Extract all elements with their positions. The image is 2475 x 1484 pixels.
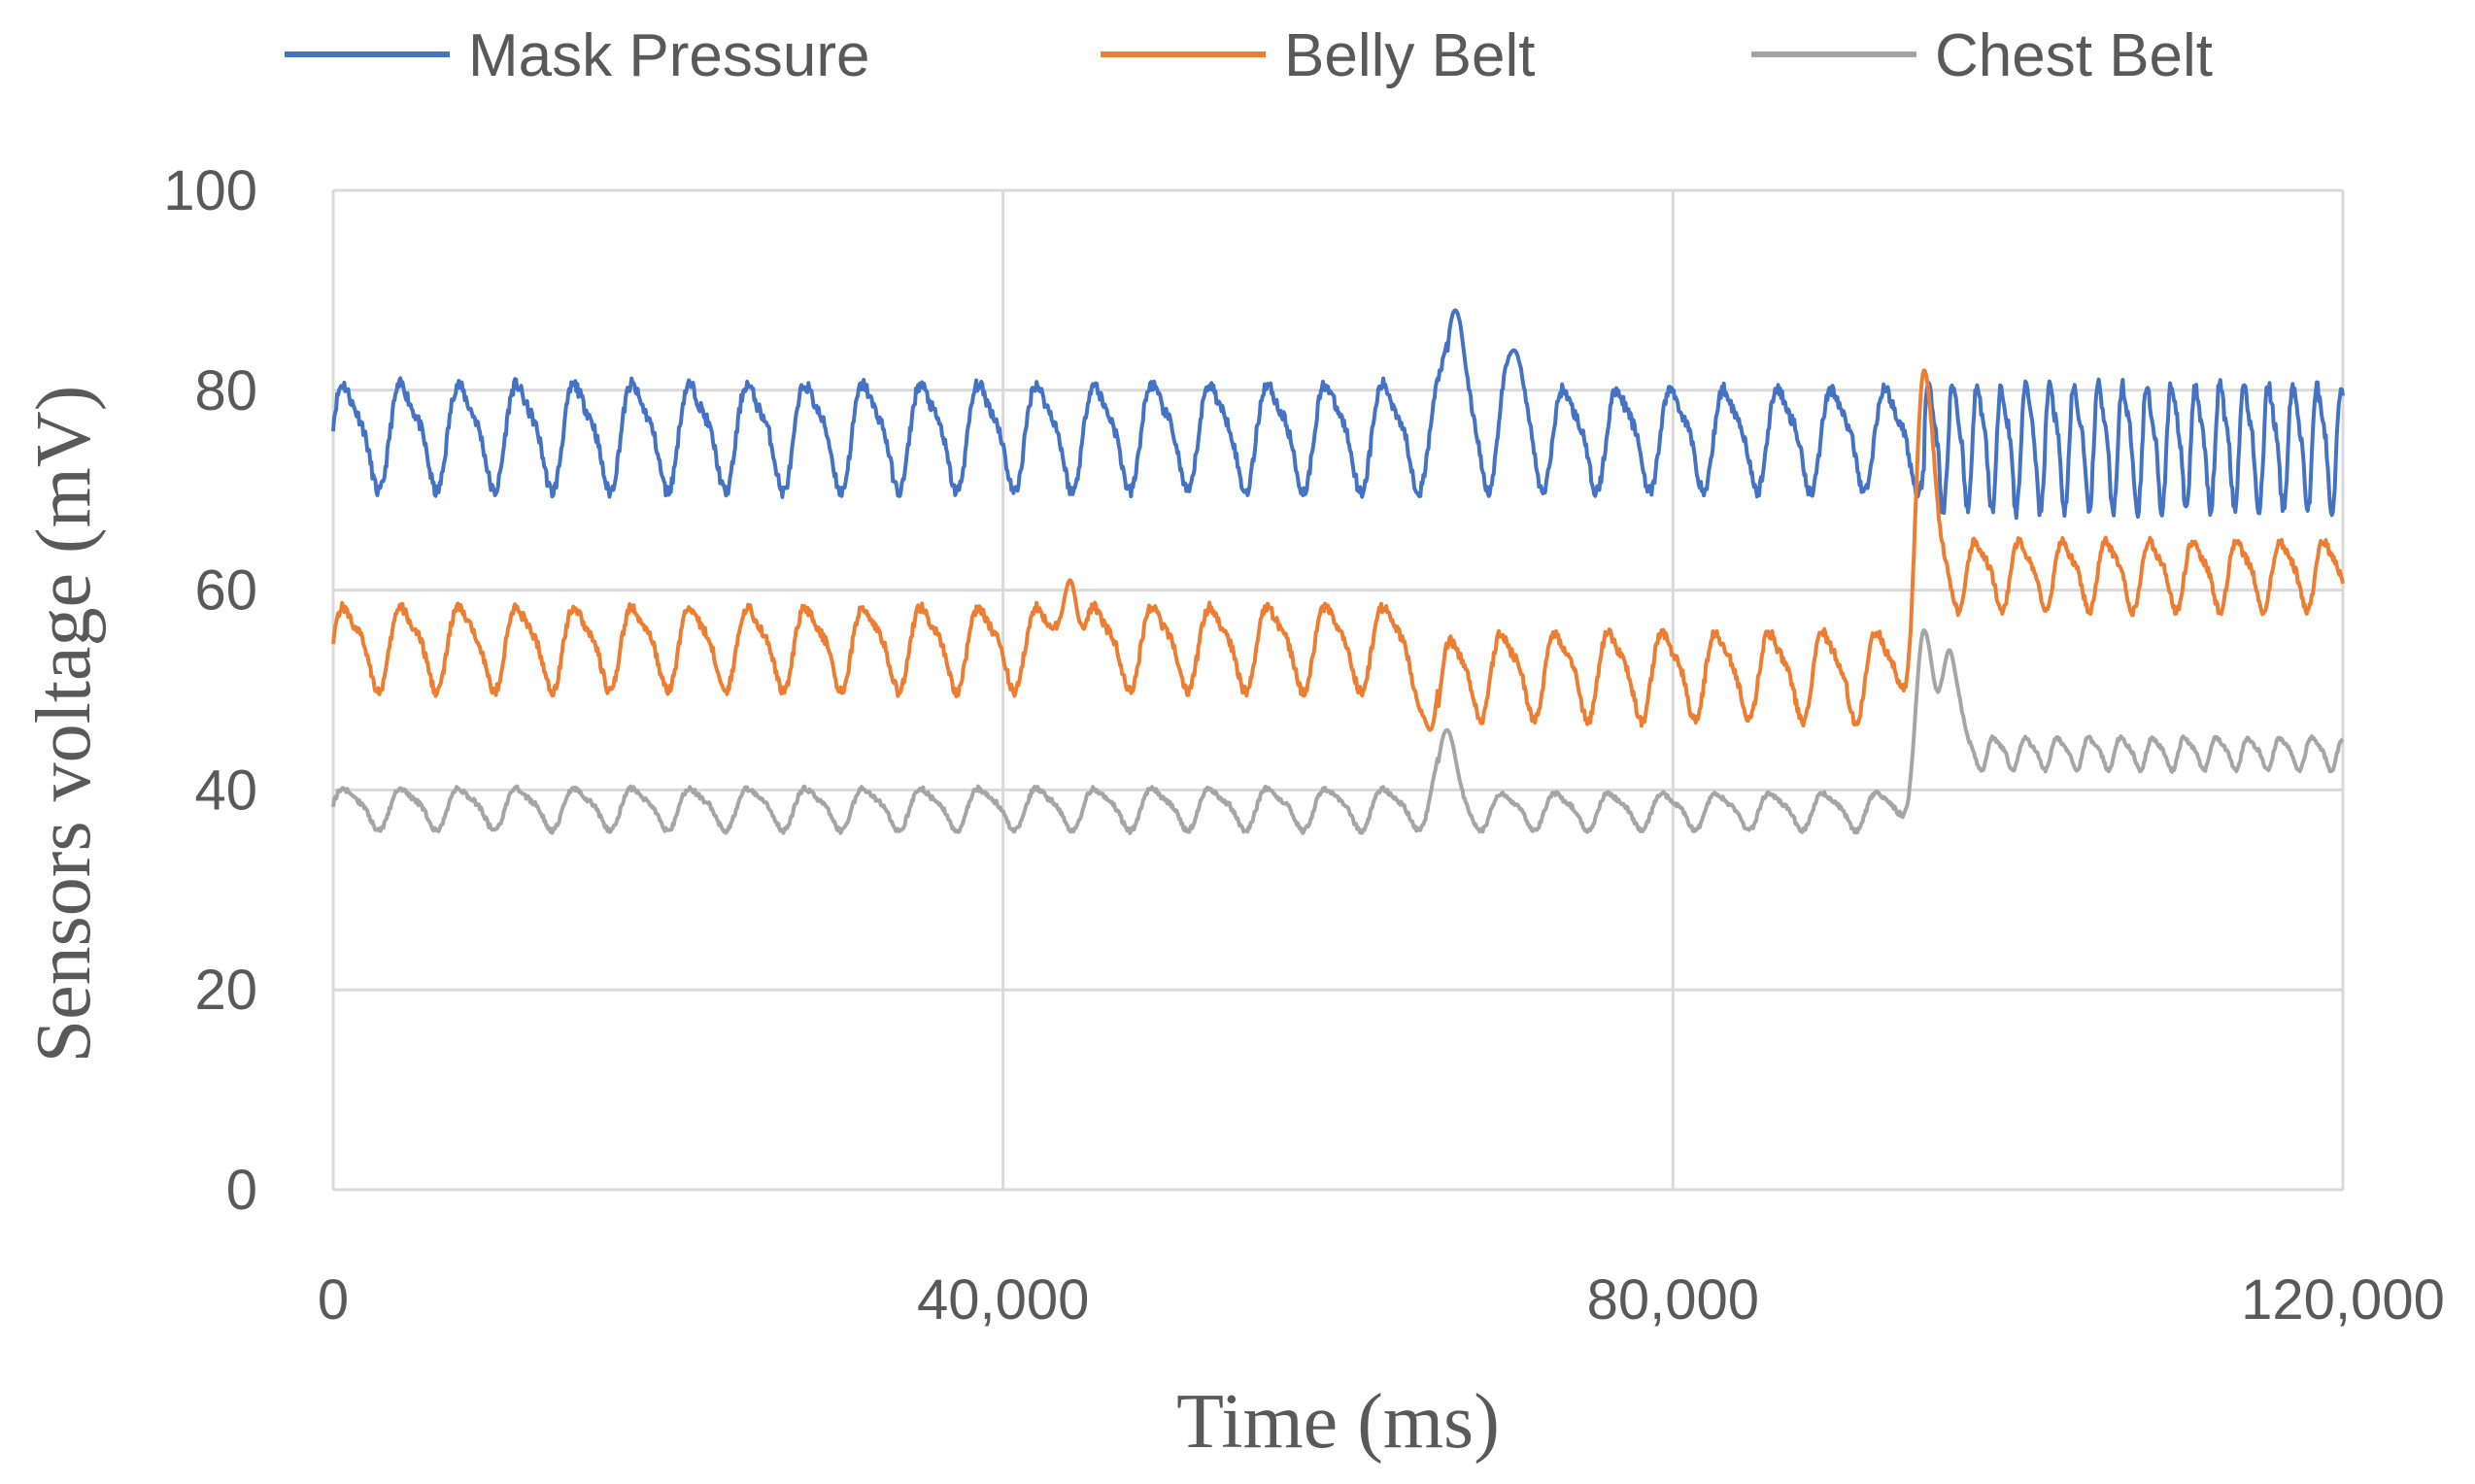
grid (331, 188, 2345, 1192)
series-line-1 (331, 368, 2345, 732)
y-tick-label: 60 (194, 559, 257, 623)
y-tick-label: 40 (194, 759, 257, 822)
x-tick-label: 0 (318, 1268, 349, 1332)
x-tick-label: 40,000 (917, 1268, 1089, 1332)
y-tick-label: 80 (194, 359, 257, 422)
legend: Mask Pressure Belly Belt Chest Belt (285, 22, 2213, 89)
legend-label-2: Chest Belt (1935, 22, 2213, 89)
y-tick-label: 0 (226, 1159, 257, 1222)
series-line-2 (331, 627, 2345, 835)
axes: 0 20 40 60 80 100 0 40,000 80,000 120,000 (163, 159, 2445, 1332)
x-tick-label: 80,000 (1587, 1268, 1759, 1332)
y-tick-label: 20 (194, 959, 257, 1022)
legend-label-1: Belly Belt (1284, 22, 1535, 89)
series-line-0 (331, 308, 2345, 521)
legend-label-0: Mask Pressure (468, 22, 869, 89)
x-tick-label: 120,000 (2241, 1268, 2445, 1332)
y-axis-title: Sensors voltage (mV) (21, 386, 107, 1063)
y-tick-label: 100 (163, 159, 257, 222)
x-axis-title: Time (ms) (1176, 1379, 1500, 1465)
series-lines (331, 308, 2345, 835)
